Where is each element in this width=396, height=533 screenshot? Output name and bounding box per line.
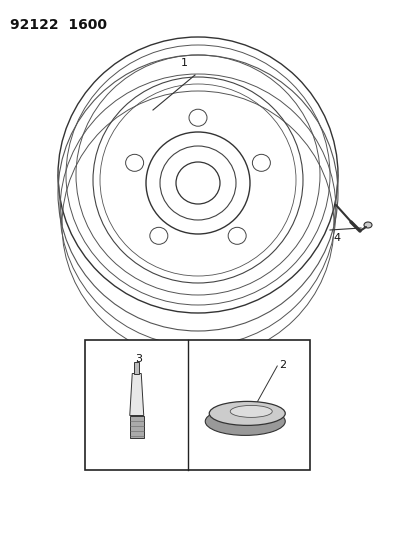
Bar (85, 340, 310, 470)
Bar (130, 416, 144, 438)
Text: 4: 4 (333, 233, 340, 243)
Bar (134, 361, 139, 374)
Ellipse shape (209, 401, 285, 425)
Ellipse shape (230, 406, 272, 417)
Ellipse shape (205, 407, 285, 435)
Text: 3: 3 (135, 354, 142, 364)
Ellipse shape (364, 222, 372, 228)
Text: 2: 2 (279, 360, 286, 370)
Text: 92122  1600: 92122 1600 (10, 18, 107, 32)
Polygon shape (130, 374, 144, 416)
Text: 1: 1 (181, 58, 188, 68)
